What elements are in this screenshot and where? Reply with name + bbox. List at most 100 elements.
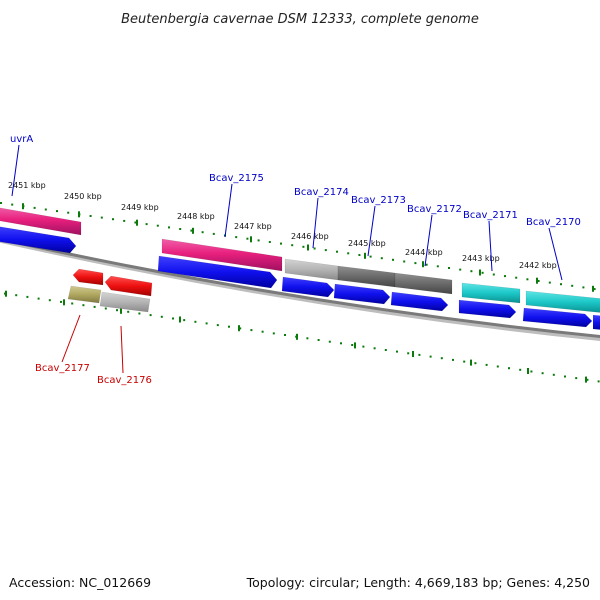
gene-label[interactable]: Bcav_2171 bbox=[463, 210, 518, 221]
tick-minor bbox=[250, 329, 253, 332]
tick-minor bbox=[0, 202, 2, 204]
tick-minor bbox=[560, 283, 562, 286]
tick-major bbox=[250, 236, 252, 243]
tick-minor bbox=[268, 241, 271, 243]
tick-minor bbox=[448, 267, 450, 269]
tick-minor bbox=[145, 223, 148, 226]
kbp-label: 2448 kbp bbox=[177, 212, 215, 221]
feature-uvrA-cog[interactable] bbox=[0, 207, 82, 236]
tick-minor bbox=[272, 332, 275, 335]
gene-label-group: uvrA Bcav_2175 Bcav_2174Bcav_2173Bcav_2172… bbox=[10, 134, 581, 386]
tick-minor bbox=[463, 360, 466, 363]
gene-leader-line bbox=[11, 144, 20, 197]
tick-major bbox=[192, 227, 194, 234]
tick-minor bbox=[26, 295, 29, 298]
lower-tick-track bbox=[4, 290, 600, 383]
feature-edge-cds[interactable] bbox=[593, 315, 600, 330]
tick-major bbox=[307, 244, 309, 251]
tick-minor bbox=[134, 221, 137, 224]
gene-leader-line bbox=[61, 314, 81, 363]
feature-bcav2173-cds[interactable] bbox=[333, 283, 391, 305]
gene-leader-line bbox=[424, 214, 433, 267]
gene-label[interactable]: Bcav_2176 bbox=[97, 375, 152, 386]
tick-minor bbox=[526, 278, 529, 281]
tick-minor bbox=[459, 268, 462, 271]
feature-uvrA-cds[interactable] bbox=[0, 226, 77, 254]
accession-text: Accession: NC_012669 bbox=[9, 575, 152, 590]
tick-minor bbox=[452, 358, 454, 361]
tick-minor bbox=[571, 284, 574, 287]
gene-leader-line bbox=[488, 220, 493, 272]
tick-minor bbox=[112, 218, 114, 221]
tick-minor bbox=[384, 349, 387, 351]
tick-minor bbox=[519, 368, 522, 371]
tick-minor bbox=[440, 357, 443, 360]
tick-minor bbox=[564, 375, 566, 378]
genome-backbone bbox=[0, 237, 600, 338]
tick-minor bbox=[470, 270, 473, 273]
tick-minor bbox=[93, 305, 96, 308]
tick-minor bbox=[552, 373, 555, 376]
gene-label[interactable]: Bcav_2174 bbox=[294, 187, 349, 198]
feature-bcav2177-cog[interactable] bbox=[67, 285, 102, 304]
genome-summary-text: Topology: circular; Length: 4,669,183 bp… bbox=[246, 575, 590, 590]
feature-bcav2175-cog[interactable] bbox=[161, 238, 283, 272]
tick-minor bbox=[190, 229, 193, 232]
feature-bcav2173-cog[interactable] bbox=[337, 265, 396, 288]
tick-minor bbox=[291, 244, 294, 247]
feature-bcav2174-cds[interactable] bbox=[281, 276, 335, 298]
tick-minor bbox=[369, 255, 372, 258]
tick-minor bbox=[239, 327, 242, 330]
tick-minor bbox=[336, 250, 338, 253]
tick-minor bbox=[425, 263, 428, 266]
tick-minor bbox=[418, 353, 421, 356]
tick-major bbox=[78, 211, 80, 218]
tick-minor bbox=[436, 265, 439, 268]
tick-minor bbox=[515, 276, 518, 279]
gene-label[interactable]: Bcav_2170 bbox=[526, 217, 581, 228]
feature-bcav2176-cog[interactable] bbox=[99, 291, 151, 313]
tick-minor bbox=[228, 325, 230, 328]
gene-label[interactable]: uvrA bbox=[10, 134, 33, 145]
tick-minor bbox=[138, 312, 141, 315]
tick-major bbox=[527, 368, 529, 374]
gene-label[interactable]: Bcav_2177 bbox=[35, 363, 90, 374]
kbp-label: 2447 kbp bbox=[234, 222, 272, 231]
gene-leader-line bbox=[224, 183, 233, 238]
feature-bcav2170-cog[interactable] bbox=[525, 290, 600, 313]
tick-major bbox=[354, 342, 356, 349]
tick-minor bbox=[396, 350, 398, 353]
tick-minor bbox=[261, 330, 264, 333]
gene-label[interactable]: Bcav_2173 bbox=[351, 195, 406, 206]
feature-bcav2175-cds[interactable] bbox=[157, 255, 278, 289]
tick-major bbox=[238, 325, 240, 332]
feature-group bbox=[0, 207, 600, 330]
tick-minor bbox=[492, 273, 495, 276]
tick-minor bbox=[123, 219, 126, 222]
tick-minor bbox=[67, 211, 70, 214]
gene-label[interactable]: Bcav_2172 bbox=[407, 204, 462, 215]
kbp-label: 2444 kbp bbox=[405, 248, 443, 257]
tick-major bbox=[22, 203, 24, 210]
feature-bcav2172-cog[interactable] bbox=[394, 272, 453, 295]
feature-bcav2172-cds[interactable] bbox=[390, 291, 449, 312]
tick-minor bbox=[183, 319, 186, 322]
tick-minor bbox=[56, 210, 58, 213]
feature-bcav2177-cds[interactable] bbox=[72, 268, 104, 286]
tick-minor bbox=[358, 254, 361, 256]
tick-minor bbox=[104, 307, 107, 310]
tick-minor bbox=[280, 242, 282, 245]
feature-bcav2174-cog[interactable] bbox=[284, 258, 339, 281]
tick-major bbox=[412, 351, 414, 357]
map-title: Beutenbergia cavernae DSM 12333, complet… bbox=[121, 12, 479, 27]
feature-bcav2176-cds[interactable] bbox=[104, 275, 153, 297]
tick-minor bbox=[407, 352, 410, 355]
feature-bcav2171-cds[interactable] bbox=[458, 299, 517, 319]
feature-bcav2170-cds[interactable] bbox=[522, 307, 593, 328]
tick-minor bbox=[201, 231, 204, 234]
tick-minor bbox=[392, 258, 394, 261]
feature-bcav2171-cog[interactable] bbox=[461, 282, 521, 304]
gene-label[interactable]: Bcav_2175 bbox=[209, 173, 264, 184]
tick-minor bbox=[212, 232, 215, 235]
tick-minor bbox=[179, 228, 182, 230]
